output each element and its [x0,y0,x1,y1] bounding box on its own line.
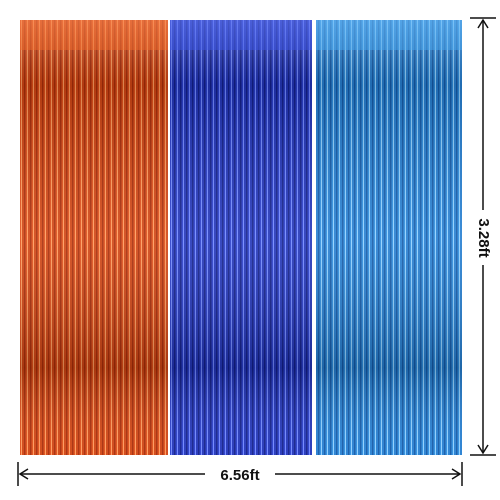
height-dimension [470,17,496,456]
curtain-dark-blue [170,20,312,455]
width-dimension [17,462,463,486]
height-label: 3.28ft [475,218,492,257]
curtain-orange [20,20,168,455]
width-label: 6.56ft [220,467,259,484]
curtain-light-blue [316,20,462,455]
